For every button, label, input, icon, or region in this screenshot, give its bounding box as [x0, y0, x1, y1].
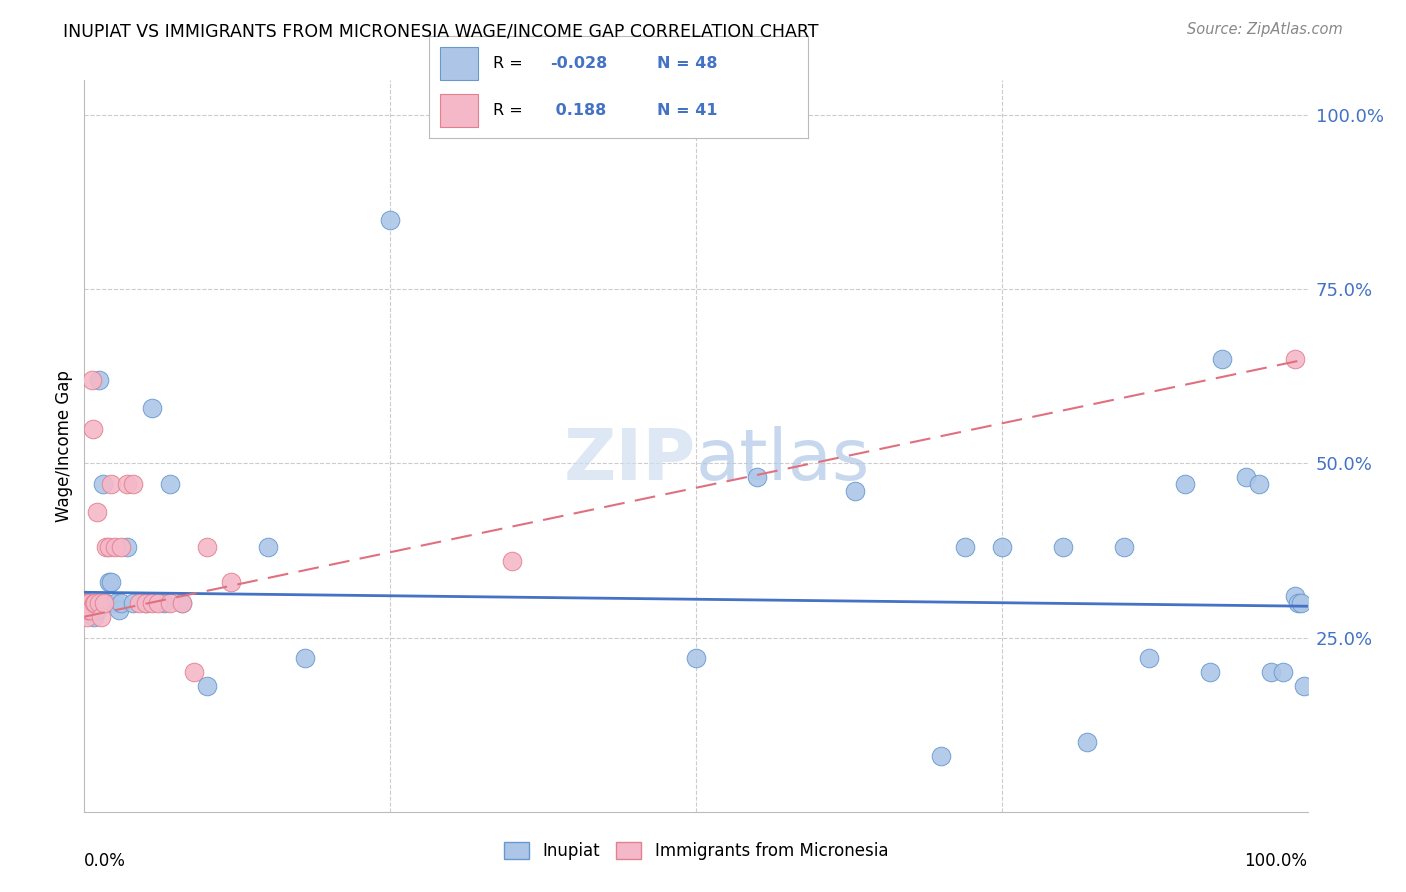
- Y-axis label: Wage/Income Gap: Wage/Income Gap: [55, 370, 73, 522]
- Point: [122, 477, 145, 491]
- Point: [1272, 665, 1295, 680]
- Text: atlas: atlas: [696, 426, 870, 495]
- Point: [115, 477, 138, 491]
- Point: [87, 596, 110, 610]
- Point: [79, 603, 101, 617]
- Point: [77, 603, 100, 617]
- Point: [97, 540, 120, 554]
- Point: [172, 596, 194, 610]
- Point: [96, 596, 118, 610]
- Point: [953, 540, 976, 554]
- Bar: [440, 95, 478, 127]
- Point: [115, 540, 138, 554]
- Point: [1284, 351, 1306, 366]
- Point: [75, 603, 97, 617]
- Point: [110, 596, 132, 610]
- Point: [104, 596, 127, 610]
- Point: [1137, 651, 1160, 665]
- Point: [80, 373, 103, 387]
- Point: [135, 596, 157, 610]
- Text: N = 41: N = 41: [657, 103, 717, 118]
- Text: -0.028: -0.028: [550, 56, 607, 70]
- Point: [195, 540, 218, 554]
- Point: [183, 665, 205, 680]
- Point: [1236, 470, 1258, 484]
- Point: [77, 596, 100, 610]
- Point: [195, 679, 218, 693]
- Point: [159, 596, 181, 610]
- Point: [1286, 596, 1309, 610]
- Point: [77, 596, 100, 610]
- Point: [747, 470, 769, 484]
- Point: [128, 596, 150, 610]
- Point: [76, 596, 98, 610]
- Point: [1211, 351, 1233, 366]
- Point: [159, 477, 181, 491]
- Bar: [440, 47, 478, 79]
- Text: INUPIAT VS IMMIGRANTS FROM MICRONESIA WAGE/INCOME GAP CORRELATION CHART: INUPIAT VS IMMIGRANTS FROM MICRONESIA WA…: [63, 22, 818, 40]
- Point: [97, 574, 120, 589]
- Point: [153, 596, 176, 610]
- Point: [1198, 665, 1220, 680]
- Point: [79, 596, 101, 610]
- Point: [135, 596, 157, 610]
- Point: [380, 212, 402, 227]
- Point: [75, 596, 97, 610]
- Point: [146, 596, 169, 610]
- Text: R =: R =: [494, 56, 523, 70]
- Point: [991, 540, 1014, 554]
- Point: [100, 477, 122, 491]
- Point: [93, 596, 115, 610]
- Point: [122, 596, 145, 610]
- Point: [82, 421, 104, 435]
- Text: ZIP: ZIP: [564, 426, 696, 495]
- Text: Source: ZipAtlas.com: Source: ZipAtlas.com: [1187, 22, 1343, 37]
- Point: [107, 603, 129, 617]
- Point: [219, 574, 242, 589]
- Point: [257, 540, 280, 554]
- Point: [1247, 477, 1270, 491]
- Point: [84, 596, 107, 610]
- Point: [80, 603, 103, 617]
- Legend: Inupiat, Immigrants from Micronesia: Inupiat, Immigrants from Micronesia: [498, 835, 894, 867]
- Point: [87, 373, 110, 387]
- Point: [90, 609, 112, 624]
- Point: [1284, 589, 1306, 603]
- Point: [685, 651, 707, 665]
- Point: [172, 596, 194, 610]
- Point: [75, 596, 97, 610]
- Point: [100, 574, 122, 589]
- Text: 100.0%: 100.0%: [1244, 852, 1308, 870]
- Point: [83, 596, 105, 610]
- Point: [91, 477, 114, 491]
- Point: [76, 609, 98, 624]
- Point: [110, 540, 132, 554]
- Point: [86, 505, 108, 519]
- Point: [1052, 540, 1074, 554]
- Point: [1260, 665, 1282, 680]
- Text: N = 48: N = 48: [657, 56, 717, 70]
- Text: 0.0%: 0.0%: [84, 852, 127, 870]
- Point: [73, 596, 96, 610]
- Point: [1114, 540, 1136, 554]
- Point: [96, 540, 118, 554]
- Point: [844, 484, 866, 499]
- Point: [75, 603, 97, 617]
- Point: [1076, 735, 1098, 749]
- Point: [141, 596, 163, 610]
- Point: [929, 749, 952, 764]
- Point: [1292, 679, 1315, 693]
- Point: [502, 554, 524, 568]
- Text: 0.188: 0.188: [550, 103, 606, 118]
- Text: R =: R =: [494, 103, 523, 118]
- Point: [104, 540, 127, 554]
- Point: [1291, 596, 1313, 610]
- Point: [83, 609, 105, 624]
- Point: [86, 603, 108, 617]
- Point: [294, 651, 316, 665]
- Point: [1174, 477, 1197, 491]
- Point: [141, 401, 163, 415]
